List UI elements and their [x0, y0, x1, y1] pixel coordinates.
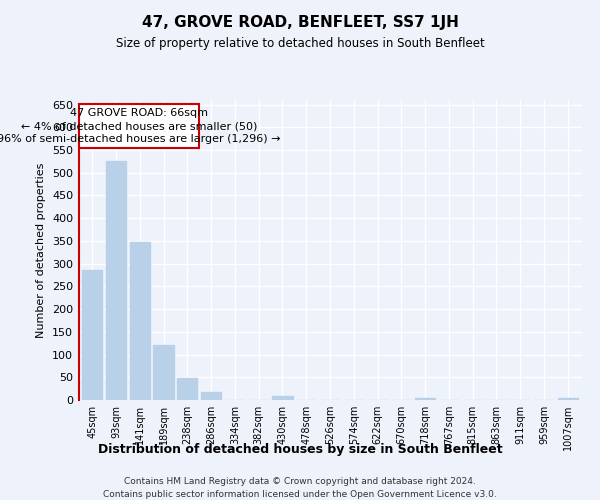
Text: Distribution of detached houses by size in South Benfleet: Distribution of detached houses by size …: [98, 442, 502, 456]
Bar: [154, 344, 173, 400]
Text: Contains public sector information licensed under the Open Government Licence v3: Contains public sector information licen…: [103, 490, 497, 499]
FancyBboxPatch shape: [79, 104, 199, 148]
Text: Size of property relative to detached houses in South Benfleet: Size of property relative to detached ho…: [116, 38, 484, 51]
Bar: [106, 162, 126, 400]
Bar: [557, 398, 578, 400]
Text: 47 GROVE ROAD: 66sqm: 47 GROVE ROAD: 66sqm: [70, 108, 208, 118]
Bar: [82, 270, 103, 400]
Text: 47, GROVE ROAD, BENFLEET, SS7 1JH: 47, GROVE ROAD, BENFLEET, SS7 1JH: [142, 15, 458, 30]
Text: ← 4% of detached houses are smaller (50): ← 4% of detached houses are smaller (50): [21, 122, 257, 132]
Bar: [201, 392, 221, 400]
Bar: [415, 398, 435, 400]
Y-axis label: Number of detached properties: Number of detached properties: [37, 162, 46, 338]
Bar: [177, 378, 197, 400]
Text: 96% of semi-detached houses are larger (1,296) →: 96% of semi-detached houses are larger (…: [0, 134, 281, 144]
Text: Contains HM Land Registry data © Crown copyright and database right 2024.: Contains HM Land Registry data © Crown c…: [124, 478, 476, 486]
Bar: [272, 396, 293, 400]
Bar: [130, 242, 150, 400]
